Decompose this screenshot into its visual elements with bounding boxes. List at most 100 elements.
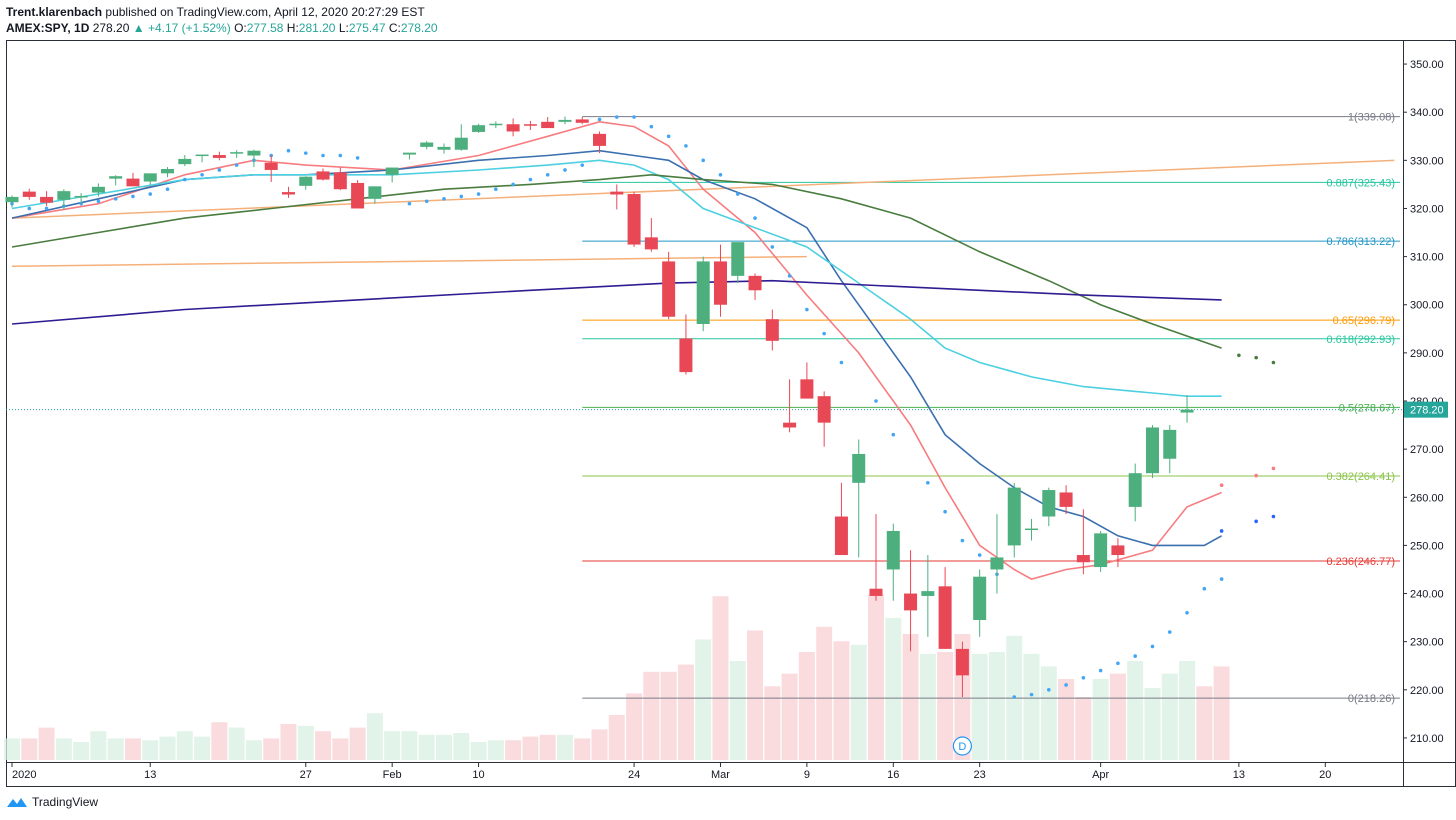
projection-dot xyxy=(1271,360,1276,365)
sar-dot xyxy=(1133,654,1137,658)
candle-body xyxy=(731,242,745,276)
price-tick-label: 310.00 xyxy=(1410,252,1444,264)
candle-body xyxy=(22,191,36,197)
close-value: 278.20 xyxy=(400,21,438,35)
sar-dot xyxy=(442,197,446,201)
volume-bar xyxy=(107,738,124,760)
sar-dot xyxy=(131,194,135,199)
last-price-tag xyxy=(1404,401,1448,418)
candles-layer[interactable] xyxy=(5,116,1194,698)
candle-body xyxy=(610,191,624,195)
open-label: O: xyxy=(234,21,247,35)
volume-bar xyxy=(470,742,487,760)
candle-body xyxy=(696,261,710,324)
fibonacci-retracement[interactable]: 1(339.08) 0.887(325.43) 0.786(313.22) 0.65(… xyxy=(6,112,1403,706)
trendlines-layer[interactable] xyxy=(11,159,1395,267)
candle-body xyxy=(230,152,244,154)
price-tick-label: 340.00 xyxy=(1410,107,1444,119)
candle-body xyxy=(904,593,918,611)
tradingview-footer[interactable]: TradingView xyxy=(6,795,98,809)
candle-body xyxy=(281,192,295,195)
volume-bar xyxy=(487,740,504,760)
sar-dot xyxy=(528,177,533,182)
sar-dot xyxy=(926,481,930,485)
fib-level-label: 0.382(264.41) xyxy=(1327,471,1396,483)
sar-dot xyxy=(649,124,654,129)
projection-dot xyxy=(1271,466,1276,471)
volume-bar xyxy=(453,733,470,760)
candle-body xyxy=(1145,427,1159,474)
sar-dot xyxy=(563,168,567,172)
moving-average-line xyxy=(11,279,1222,325)
candle-body xyxy=(748,275,762,291)
candle-body xyxy=(454,137,468,150)
time-tick-label: 2020 xyxy=(12,769,36,781)
sar-dot xyxy=(1167,630,1172,634)
candle-body xyxy=(1111,545,1125,556)
price-axis[interactable]: 210.00 220.00 230.00 240.00 250.00 260.00 270.… xyxy=(1403,59,1448,745)
tradingview-logo-icon xyxy=(7,798,27,807)
candle-body xyxy=(212,155,226,158)
candle-body xyxy=(1042,490,1056,517)
volume-bar xyxy=(211,722,228,760)
last-price-tag-label: 278.20 xyxy=(1410,405,1444,417)
sar-dot xyxy=(545,172,550,177)
volume-bar xyxy=(349,727,366,760)
volume-bar xyxy=(1213,666,1230,760)
candle-body xyxy=(1163,429,1177,459)
projection-dot xyxy=(1254,519,1258,524)
candle-body xyxy=(368,186,382,199)
time-tick-label: 16 xyxy=(887,769,899,781)
sar-dot xyxy=(735,192,740,196)
sar-dot xyxy=(632,115,636,119)
candle-body xyxy=(178,158,192,165)
author-name[interactable]: Trent.klarenbach xyxy=(6,5,103,19)
volume-bar xyxy=(1075,697,1092,760)
fib-level-label: 0.786(313.22) xyxy=(1327,236,1396,248)
volume-bar xyxy=(194,736,211,760)
price-tick-label: 230.00 xyxy=(1410,637,1444,649)
candle-body xyxy=(195,154,209,157)
sar-dot xyxy=(1012,695,1017,699)
volume-bar xyxy=(1040,666,1057,760)
candle-body xyxy=(852,453,866,483)
sar-dot xyxy=(1185,610,1189,615)
sar-dot xyxy=(597,117,602,122)
volume-bar xyxy=(522,736,539,760)
moving-average-line xyxy=(11,120,1222,580)
volume-bar xyxy=(436,734,452,760)
volume-bar xyxy=(1161,673,1178,760)
trendline xyxy=(11,255,807,267)
volume-bar xyxy=(729,661,746,760)
symbol-label[interactable]: AMEX:SPY, 1D xyxy=(6,21,90,35)
volume-bar xyxy=(1127,661,1144,760)
volume-bar xyxy=(868,594,884,760)
sar-dot xyxy=(424,199,429,204)
sar-dot xyxy=(113,197,118,201)
high-label: H: xyxy=(286,21,299,35)
candle-body xyxy=(558,119,572,122)
volume-bar xyxy=(90,731,107,760)
sar-dot xyxy=(615,115,619,119)
volume-bar xyxy=(643,671,660,760)
volume-bar xyxy=(1109,673,1126,760)
fib-level-label: 0.618(292.93) xyxy=(1327,334,1396,346)
time-axis[interactable]: 2020 13 27 Feb 10 24 Mar 9 16 23 Apr 13 20 xyxy=(11,762,1331,781)
projection-dot xyxy=(1271,514,1276,519)
price-tick-label: 300.00 xyxy=(1410,300,1444,312)
volume-bar xyxy=(280,724,297,760)
candle-body xyxy=(385,167,399,175)
fib-level-label: 0.5(278.67) xyxy=(1339,402,1395,414)
volume-bar xyxy=(297,725,314,760)
candle-body xyxy=(679,338,693,373)
candle-body xyxy=(1076,555,1090,563)
sar-dot xyxy=(977,553,982,557)
volume-bar xyxy=(73,742,90,760)
volume-bar xyxy=(833,641,850,760)
sar-dot xyxy=(165,187,170,192)
volume-bar xyxy=(142,740,159,760)
volume-bar xyxy=(1023,653,1040,760)
sar-dot xyxy=(96,199,101,204)
candle-body xyxy=(1128,473,1142,507)
